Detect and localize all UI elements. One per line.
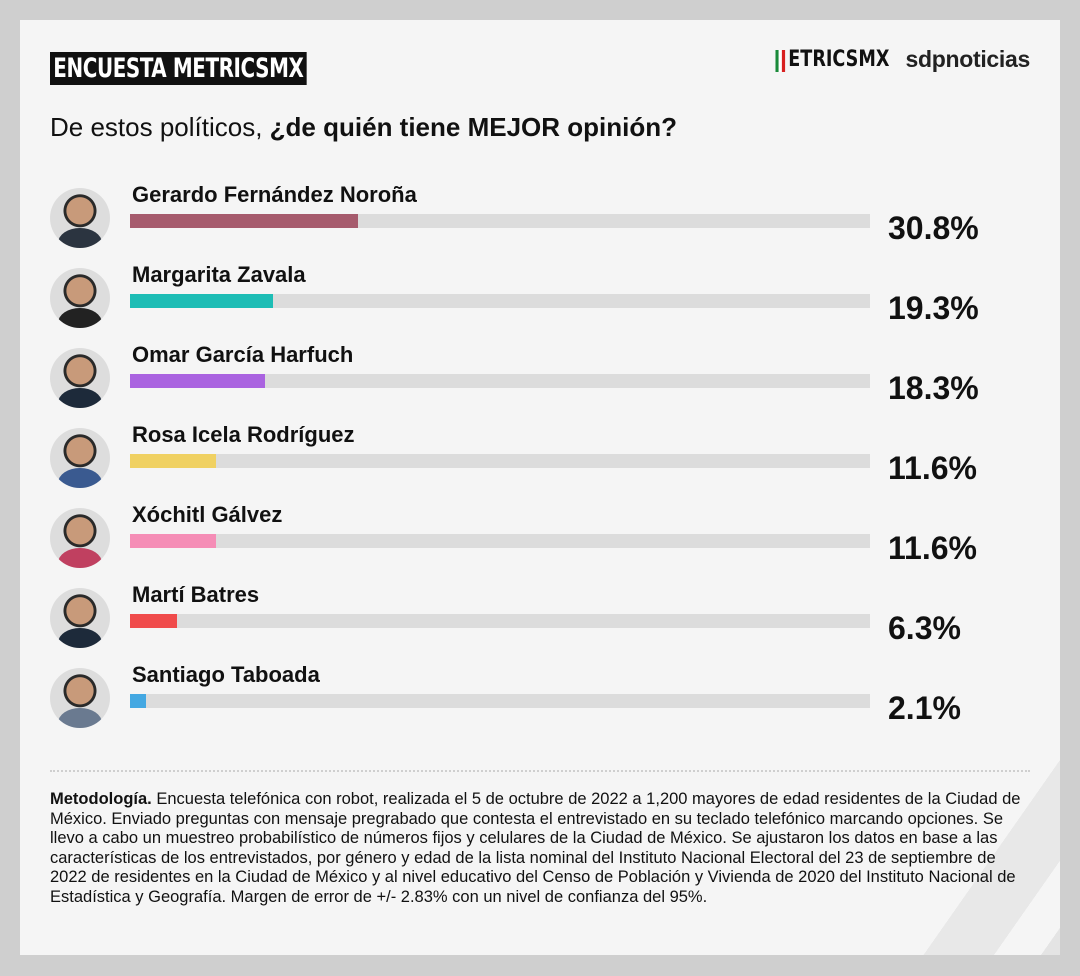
candidate-name: Rosa Icela Rodríguez <box>132 422 355 447</box>
candidate-name: Santiago Taboada <box>132 662 320 687</box>
bar-track <box>130 614 870 628</box>
bar-row: Xóchitl Gálvez 11.6% <box>20 494 1060 574</box>
flag-icon <box>775 50 786 72</box>
methodology-label: Metodología. <box>50 790 152 808</box>
avatar <box>50 588 110 648</box>
candidate-name: Omar García Harfuch <box>132 342 354 367</box>
question-bold: ¿de quién tiene MEJOR opinión? <box>269 112 678 142</box>
bar-row: Rosa Icela Rodríguez 11.6% <box>20 414 1060 494</box>
bar-row: Margarita Zavala 19.3% <box>20 254 1060 334</box>
candidate-name: Margarita Zavala <box>132 262 306 287</box>
data-label: 30.8% <box>888 210 979 246</box>
bar-track <box>130 214 870 228</box>
bar <box>130 214 358 228</box>
avatar <box>50 188 110 248</box>
metricsmx-logo: ETRICSMX <box>775 47 889 72</box>
bar-row: Santiago Taboada 2.1% <box>20 654 1060 734</box>
candidate-name: Martí Batres <box>132 582 260 607</box>
question: De estos políticos, ¿de quién tiene MEJO… <box>50 112 677 143</box>
candidate-name: Xóchitl Gálvez <box>132 502 283 527</box>
data-label: 11.6% <box>888 530 977 566</box>
sdpnoticias-logo: sdpnoticias <box>905 46 1030 72</box>
bar-row: Gerardo Fernández Noroña 30.8% <box>20 174 1060 254</box>
bar <box>130 614 177 628</box>
avatar <box>50 428 110 488</box>
avatar <box>50 268 110 328</box>
bar-track <box>130 294 870 308</box>
infographic-card: ENCUESTA METRICSMX ETRICSMX sdpnoticias … <box>20 20 1060 955</box>
candidate-name: Gerardo Fernández Noroña <box>132 182 417 207</box>
methodology: Metodología. Encuesta telefónica con rob… <box>50 790 1030 907</box>
avatar <box>50 668 110 728</box>
bar-track <box>130 534 870 548</box>
data-label: 19.3% <box>888 290 979 326</box>
data-label: 18.3% <box>888 370 979 406</box>
methodology-text: Encuesta telefónica con robot, realizada… <box>50 790 1021 906</box>
logos: ETRICSMX sdpnoticias <box>747 46 1030 73</box>
bar <box>130 534 216 548</box>
question-prefix: De estos políticos, <box>50 112 263 142</box>
bar-track <box>130 454 870 468</box>
data-label: 2.1% <box>888 690 961 726</box>
bar-track <box>130 374 870 388</box>
bar <box>130 294 273 308</box>
avatar <box>50 508 110 568</box>
data-label: 6.3% <box>888 610 961 646</box>
bar <box>130 454 216 468</box>
bar-row: Omar García Harfuch 18.3% <box>20 334 1060 414</box>
bar-track <box>130 694 870 708</box>
bar <box>130 374 266 388</box>
divider <box>50 770 1030 772</box>
bar <box>130 694 146 708</box>
avatar <box>50 348 110 408</box>
page-title: ENCUESTA METRICSMX <box>50 52 307 85</box>
bar-row: Martí Batres 6.3% <box>20 574 1060 654</box>
decorative-stripe <box>880 715 1060 955</box>
data-label: 11.6% <box>888 450 977 486</box>
